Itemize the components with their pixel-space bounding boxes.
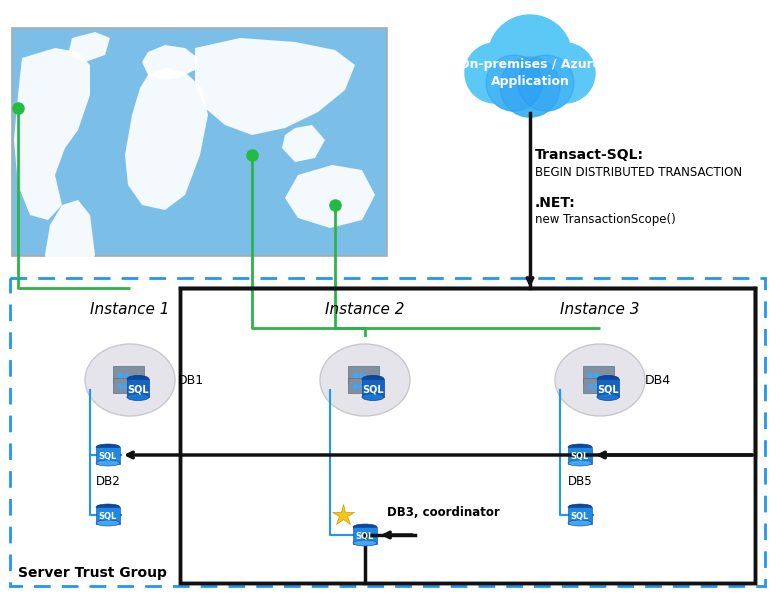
FancyBboxPatch shape — [568, 507, 592, 524]
Circle shape — [535, 43, 595, 103]
FancyBboxPatch shape — [12, 28, 387, 256]
Ellipse shape — [320, 344, 410, 416]
Ellipse shape — [127, 393, 149, 400]
Text: DB3, coordinator: DB3, coordinator — [387, 507, 499, 519]
Text: SQL: SQL — [99, 452, 117, 460]
Ellipse shape — [568, 460, 592, 466]
FancyBboxPatch shape — [96, 447, 120, 464]
Circle shape — [486, 55, 542, 111]
Ellipse shape — [568, 444, 592, 450]
Ellipse shape — [555, 344, 645, 416]
Text: On-premises / Azure
Application: On-premises / Azure Application — [459, 58, 601, 88]
FancyBboxPatch shape — [114, 365, 145, 382]
Ellipse shape — [353, 524, 377, 530]
Ellipse shape — [96, 504, 120, 510]
Polygon shape — [142, 45, 198, 80]
Text: Server Trust Group: Server Trust Group — [18, 566, 166, 580]
FancyBboxPatch shape — [353, 527, 377, 544]
Text: DB4: DB4 — [645, 373, 671, 387]
Text: SQL: SQL — [99, 512, 117, 521]
Polygon shape — [45, 200, 95, 285]
FancyBboxPatch shape — [584, 365, 615, 382]
Circle shape — [500, 57, 560, 117]
Text: SQL: SQL — [571, 512, 589, 521]
FancyBboxPatch shape — [349, 378, 380, 393]
Polygon shape — [285, 165, 375, 228]
Polygon shape — [68, 32, 110, 62]
FancyBboxPatch shape — [568, 447, 592, 464]
Text: Instance 1: Instance 1 — [90, 303, 170, 318]
Ellipse shape — [362, 376, 384, 382]
Ellipse shape — [362, 393, 384, 400]
Ellipse shape — [597, 376, 619, 382]
Ellipse shape — [127, 376, 149, 382]
Text: SQL: SQL — [363, 384, 384, 394]
Ellipse shape — [96, 460, 120, 466]
FancyBboxPatch shape — [584, 378, 615, 393]
Circle shape — [488, 15, 572, 99]
Text: new TransactionScope(): new TransactionScope() — [535, 213, 676, 226]
FancyBboxPatch shape — [96, 507, 120, 524]
Text: BEGIN DISTRIBUTED TRANSACTION: BEGIN DISTRIBUTED TRANSACTION — [535, 167, 742, 179]
Circle shape — [518, 55, 574, 111]
Text: DB1: DB1 — [178, 373, 204, 387]
Text: Instance 2: Instance 2 — [325, 303, 405, 318]
FancyBboxPatch shape — [362, 379, 384, 397]
Polygon shape — [195, 38, 355, 135]
FancyBboxPatch shape — [127, 379, 149, 397]
Text: Transact-SQL:: Transact-SQL: — [535, 148, 644, 162]
Text: Instance 3: Instance 3 — [560, 303, 640, 318]
Ellipse shape — [353, 540, 377, 546]
FancyBboxPatch shape — [597, 379, 619, 397]
Text: SQL: SQL — [356, 532, 374, 541]
Polygon shape — [125, 68, 208, 210]
Circle shape — [465, 43, 525, 103]
Ellipse shape — [85, 344, 175, 416]
FancyBboxPatch shape — [114, 378, 145, 393]
Polygon shape — [14, 48, 90, 220]
Polygon shape — [282, 125, 325, 162]
Ellipse shape — [568, 504, 592, 510]
Ellipse shape — [96, 520, 120, 526]
Text: SQL: SQL — [127, 384, 149, 394]
Ellipse shape — [597, 393, 619, 400]
Text: SQL: SQL — [598, 384, 619, 394]
Text: SQL: SQL — [571, 452, 589, 460]
Circle shape — [486, 55, 542, 111]
Circle shape — [500, 57, 560, 117]
Text: DB2: DB2 — [96, 475, 121, 488]
Circle shape — [518, 55, 574, 111]
Ellipse shape — [96, 444, 120, 450]
FancyBboxPatch shape — [349, 365, 380, 382]
Text: DB5: DB5 — [568, 475, 592, 488]
Ellipse shape — [568, 520, 592, 526]
Text: .NET:: .NET: — [535, 196, 576, 210]
